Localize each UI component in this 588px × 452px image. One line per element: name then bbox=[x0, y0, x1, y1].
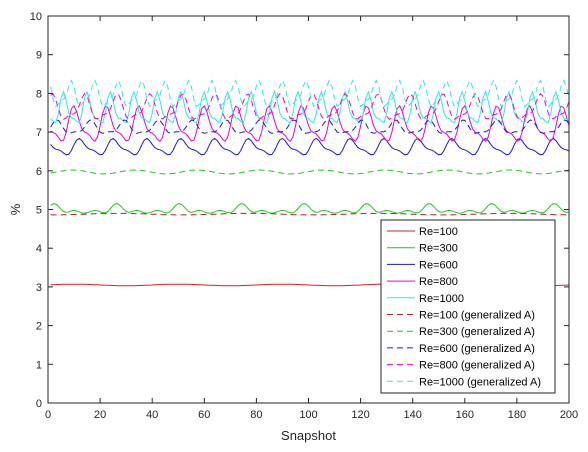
legend: Re=100 Re=300 Re=600 Re=800 Re=1000 Re=100 (g… bbox=[380, 219, 556, 394]
legend-entry: Re=300 (generalized A) bbox=[419, 326, 535, 338]
x-tick-label: 0 bbox=[45, 409, 51, 421]
series-line-2 bbox=[50, 137, 570, 156]
series-line-1 bbox=[50, 203, 570, 214]
legend-entry: Re=100 (generalized A) bbox=[419, 310, 535, 322]
y-tick-label: 4 bbox=[36, 243, 42, 255]
series-line-7 bbox=[50, 119, 570, 134]
x-tick-label: 60 bbox=[198, 409, 210, 421]
series-line-6 bbox=[50, 169, 570, 175]
legend-entry: Re=800 bbox=[419, 276, 458, 288]
y-tick-label: 9 bbox=[36, 50, 42, 62]
y-axis: 0 1 2 3 4 5 6 7 8 9 10 bbox=[30, 11, 569, 410]
y-tick-label: 1 bbox=[36, 359, 42, 371]
x-tick-label: 120 bbox=[351, 409, 369, 421]
y-tick-label: 8 bbox=[36, 88, 42, 100]
legend-entry: Re=1000 (generalized A) bbox=[419, 376, 541, 388]
y-tick-label: 6 bbox=[36, 166, 42, 178]
y-tick-label: 7 bbox=[36, 127, 42, 139]
series-line-3 bbox=[50, 105, 570, 143]
x-axis: 0 20 40 60 80 100 120 140 160 180 200 bbox=[45, 16, 578, 421]
x-tick-label: 40 bbox=[146, 409, 158, 421]
y-axis-label: % bbox=[8, 203, 23, 215]
x-tick-label: 80 bbox=[250, 409, 262, 421]
legend-entry: Re=600 (generalized A) bbox=[419, 343, 535, 355]
x-tick-label: 140 bbox=[404, 409, 422, 421]
series-line-8 bbox=[50, 93, 570, 120]
series-line-5 bbox=[50, 212, 569, 216]
y-tick-label: 2 bbox=[36, 321, 42, 333]
legend-entry: Re=1000 bbox=[419, 293, 464, 305]
x-tick-label: 200 bbox=[560, 409, 578, 421]
x-axis-label: Snapshot bbox=[281, 428, 336, 443]
legend-entry: Re=300 bbox=[419, 243, 458, 255]
y-tick-label: 3 bbox=[36, 282, 42, 294]
x-tick-label: 180 bbox=[508, 409, 526, 421]
x-tick-label: 20 bbox=[94, 409, 106, 421]
legend-entry: Re=600 bbox=[419, 259, 458, 271]
y-tick-label: 5 bbox=[36, 205, 42, 217]
legend-entry: Re=800 (generalized A) bbox=[419, 360, 535, 372]
x-tick-label: 160 bbox=[456, 409, 474, 421]
y-tick-label: 10 bbox=[30, 11, 42, 23]
x-tick-label: 100 bbox=[299, 409, 317, 421]
series-lines bbox=[50, 79, 570, 287]
legend-entry: Re=100 bbox=[419, 226, 458, 238]
series-line-9 bbox=[50, 79, 570, 108]
y-tick-label: 0 bbox=[36, 398, 42, 410]
